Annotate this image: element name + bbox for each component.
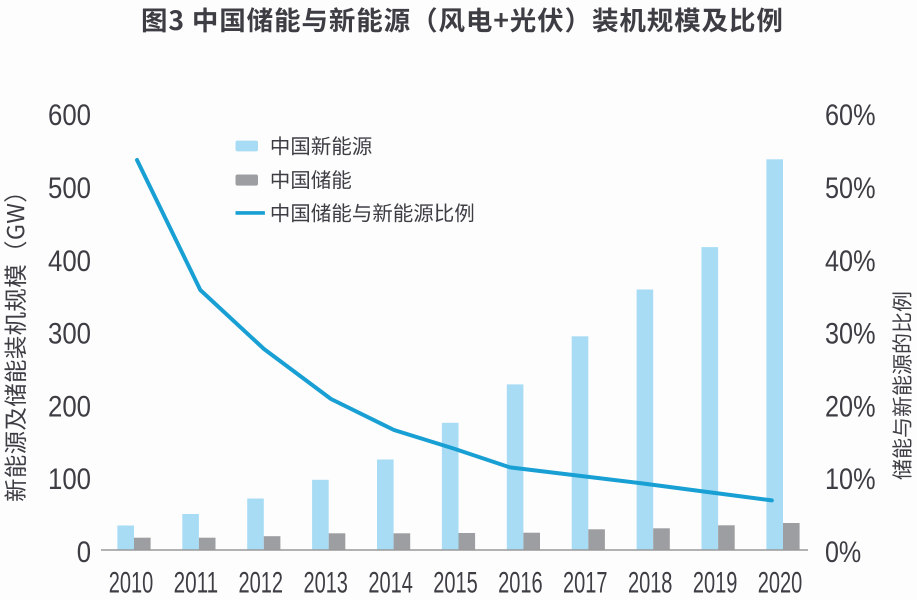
svg-text:100: 100 (48, 463, 91, 496)
svg-text:2012: 2012 (239, 566, 284, 595)
svg-text:2018: 2018 (628, 566, 673, 595)
svg-text:60%: 60% (825, 99, 876, 132)
svg-text:200: 200 (48, 390, 91, 423)
svg-text:20%: 20% (825, 390, 876, 423)
svg-text:2014: 2014 (368, 566, 413, 595)
svg-text:2015: 2015 (433, 566, 478, 595)
svg-text:10%: 10% (825, 463, 876, 496)
svg-text:40%: 40% (825, 245, 876, 278)
svg-text:2017: 2017 (563, 566, 608, 595)
svg-text:30%: 30% (825, 318, 876, 351)
svg-text:600: 600 (48, 99, 91, 132)
svg-text:2016: 2016 (498, 566, 543, 595)
svg-text:2013: 2013 (303, 566, 348, 595)
svg-text:2020: 2020 (758, 566, 803, 595)
svg-text:0: 0 (77, 536, 91, 569)
svg-text:2019: 2019 (693, 566, 738, 595)
svg-text:2010: 2010 (109, 566, 154, 595)
svg-text:0%: 0% (825, 536, 861, 569)
svg-text:2011: 2011 (174, 566, 219, 595)
svg-text:300: 300 (48, 318, 91, 351)
svg-text:500: 500 (48, 172, 91, 205)
svg-text:400: 400 (48, 245, 91, 278)
svg-text:50%: 50% (825, 172, 876, 205)
